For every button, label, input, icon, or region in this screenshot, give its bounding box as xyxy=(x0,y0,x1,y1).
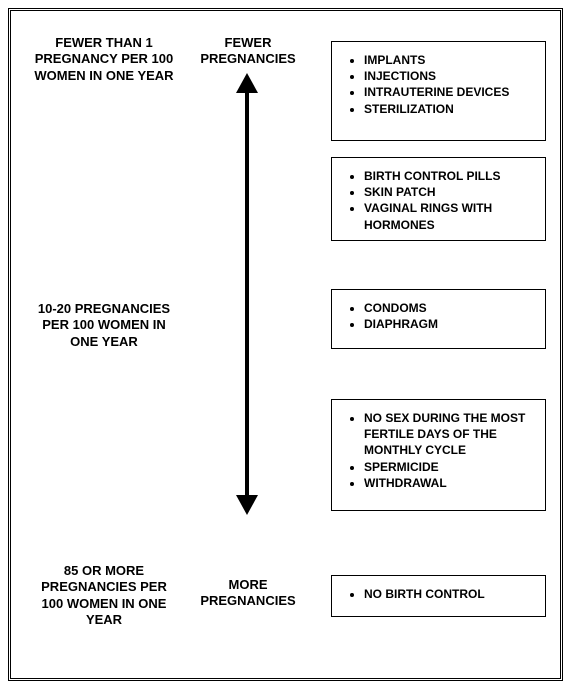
list-item: NO BIRTH CONTROL xyxy=(364,586,537,602)
list-item: CONDOMS xyxy=(364,300,537,316)
axis-label-fewer: FEWER PREGNANCIES xyxy=(189,35,307,68)
methods-box-tier1: IMPLANTS INJECTIONS INTRAUTERINE DEVICES… xyxy=(331,41,546,141)
list-item: SPERMICIDE xyxy=(364,459,537,475)
effectiveness-arrow xyxy=(227,73,267,515)
diagram-frame: FEWER THAN 1 PREGNANCY PER 100 WOMEN IN … xyxy=(8,8,563,681)
rate-label-mid: 10-20 PREGNANCIES PER 100 WOMEN IN ONE Y… xyxy=(29,301,179,350)
list-item: INTRAUTERINE DEVICES xyxy=(364,84,537,100)
rate-label-top: FEWER THAN 1 PREGNANCY PER 100 WOMEN IN … xyxy=(29,35,179,84)
methods-box-tier4: NO SEX DURING THE MOST FERTILE DAYS OF T… xyxy=(331,399,546,511)
list-item: DIAPHRAGM xyxy=(364,316,537,332)
list-item: IMPLANTS xyxy=(364,52,537,68)
methods-box-tier5: NO BIRTH CONTROL xyxy=(331,575,546,617)
list-item: INJECTIONS xyxy=(364,68,537,84)
methods-list: BIRTH CONTROL PILLS SKIN PATCH VAGINAL R… xyxy=(346,168,537,233)
list-item: WITHDRAWAL xyxy=(364,475,537,491)
rate-label-bottom: 85 OR MORE PREGNANCIES PER 100 WOMEN IN … xyxy=(29,563,179,628)
methods-list: CONDOMS DIAPHRAGM xyxy=(346,300,537,332)
methods-list: NO BIRTH CONTROL xyxy=(346,586,537,602)
list-item: SKIN PATCH xyxy=(364,184,537,200)
list-item: STERILIZATION xyxy=(364,101,537,117)
methods-box-tier3: CONDOMS DIAPHRAGM xyxy=(331,289,546,349)
methods-list: IMPLANTS INJECTIONS INTRAUTERINE DEVICES… xyxy=(346,52,537,117)
list-item: VAGINAL RINGS WITH HORMONES xyxy=(364,200,537,232)
methods-list: NO SEX DURING THE MOST FERTILE DAYS OF T… xyxy=(346,410,537,491)
methods-box-tier2: BIRTH CONTROL PILLS SKIN PATCH VAGINAL R… xyxy=(331,157,546,241)
list-item: NO SEX DURING THE MOST FERTILE DAYS OF T… xyxy=(364,410,537,459)
list-item: BIRTH CONTROL PILLS xyxy=(364,168,537,184)
axis-label-more: MORE PREGNANCIES xyxy=(189,577,307,610)
